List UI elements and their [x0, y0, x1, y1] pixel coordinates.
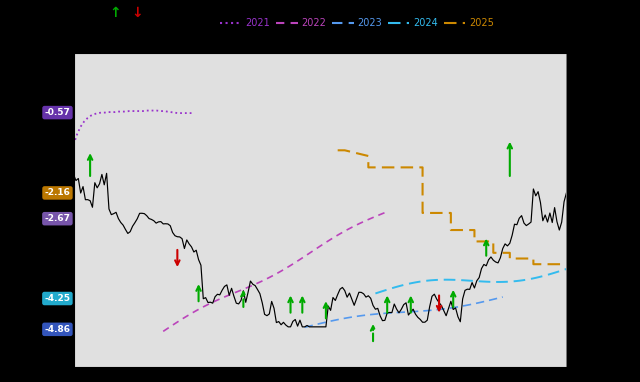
Text: ↓: ↓ — [132, 6, 143, 20]
Text: ↑: ↑ — [109, 6, 121, 20]
Text: -4.25: -4.25 — [44, 294, 70, 303]
Text: -2.67: -2.67 — [44, 214, 70, 223]
Legend: 2021, 2022, 2023, 2024, 2025, Price ($): 2021, 2022, 2023, 2024, 2025, Price ($) — [216, 15, 570, 32]
Text: -4.86: -4.86 — [44, 325, 70, 334]
Text: -0.57: -0.57 — [45, 108, 70, 117]
Text: 36.85: 36.85 — [569, 258, 600, 268]
Text: -2.16: -2.16 — [45, 188, 70, 197]
